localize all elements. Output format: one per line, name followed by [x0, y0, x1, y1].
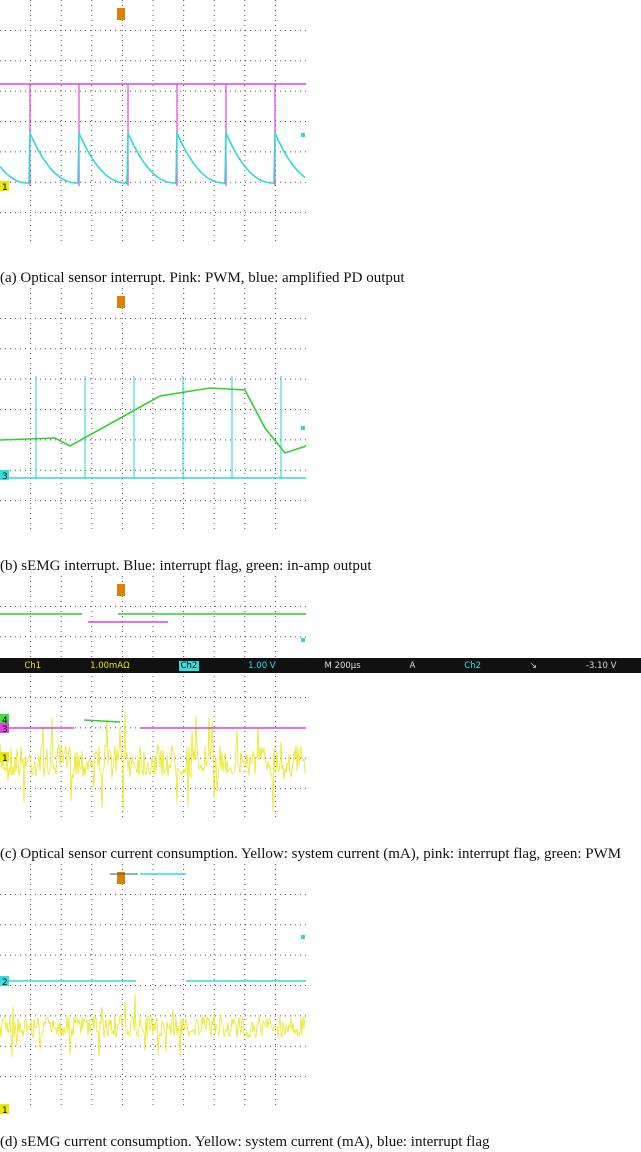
trigger-level — [301, 133, 305, 137]
status-text: Ch2 — [179, 661, 200, 671]
trace — [84, 720, 120, 722]
channel-label: 1 — [2, 183, 8, 193]
caption: (d) sEMG current consumption. Yellow: sy… — [0, 1133, 641, 1152]
status-bar: Ch1 1.00mAΩ Ch2 1.00 V M 200µs A Ch2 ↘ -3.10 V — [0, 658, 641, 673]
channel-label: 2 — [2, 978, 8, 988]
status-text: Ch2 — [464, 661, 481, 671]
channel-label: 3 — [2, 725, 8, 735]
channel-label: 1 — [2, 754, 8, 764]
trigger-level — [301, 426, 305, 430]
trigger-level — [301, 935, 305, 939]
waveforms — [0, 376, 306, 478]
channel-label: 3 — [2, 472, 8, 482]
status-text: ↘ — [530, 661, 537, 671]
status-text: A — [410, 661, 416, 671]
status-text: 1.00 V — [248, 661, 275, 671]
waveforms — [0, 874, 306, 1057]
caption: (b) sEMG interrupt. Blue: interrupt flag… — [0, 557, 641, 576]
status-text: M 200µs — [325, 661, 361, 671]
caption: (c) Optical sensor current consumption. … — [0, 845, 641, 864]
status-text: Ch1 — [24, 661, 41, 671]
scope-display: 431 — [0, 576, 306, 834]
status-text: 1.00mAΩ — [90, 661, 130, 671]
trigger-level — [301, 638, 305, 642]
scope-display: 3 — [0, 288, 306, 546]
status-text: -3.10 V — [586, 661, 617, 671]
trigger-marker — [117, 296, 125, 308]
figure: 1Ch11.00mAΩCh21.00 VM 10.0msACh2∫1.66 V (… — [0, 0, 641, 673]
scope-display: 21 — [0, 864, 306, 1122]
scope-display: 1 — [0, 0, 306, 258]
panel: 3Ch21.00 VM 10.0msACh4∫1.60 V (b) sEMG in… — [0, 288, 641, 576]
caption: (a) Optical sensor interrupt. Pink: PWM,… — [0, 269, 641, 288]
trace — [0, 994, 305, 1057]
trigger-marker — [117, 8, 125, 20]
scope-screen: 3Ch21.00 VM 10.0msACh4∫1.60 V — [0, 288, 641, 551]
trigger-marker — [117, 584, 125, 596]
channel-label: 1 — [2, 1106, 8, 1116]
